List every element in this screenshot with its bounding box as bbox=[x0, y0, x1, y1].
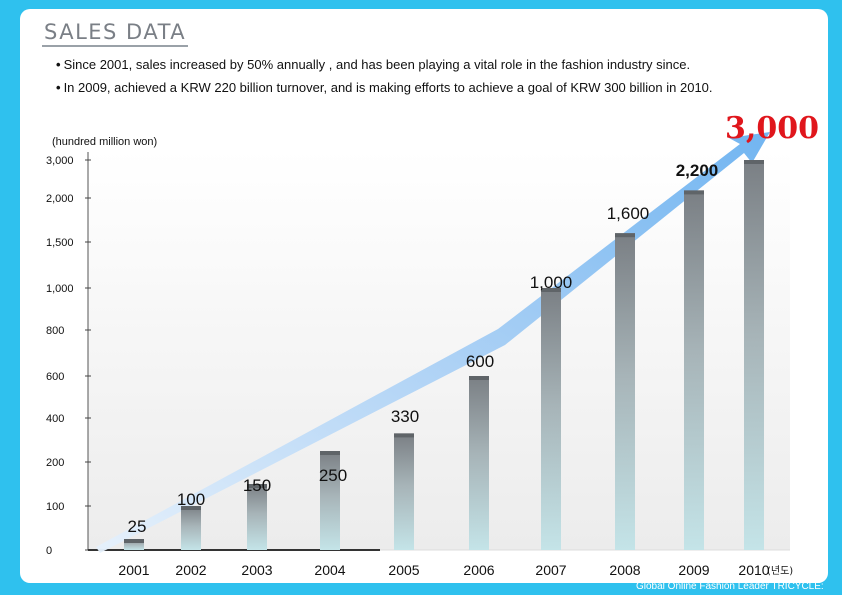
value-label-2002: 100 bbox=[177, 490, 205, 509]
y-tick-label: 400 bbox=[46, 413, 64, 425]
bar-2001 bbox=[124, 539, 144, 550]
value-label-2005: 330 bbox=[391, 407, 419, 426]
bar-cap bbox=[124, 539, 144, 543]
bullet-marker: • bbox=[56, 57, 61, 72]
x-tick-label: 2004 bbox=[314, 562, 345, 578]
bullet-1-text: Since 2001, sales increased by 50% annua… bbox=[63, 57, 691, 72]
bar-2007 bbox=[541, 288, 561, 550]
x-tick-label: 2003 bbox=[241, 562, 272, 578]
value-label-2010: 3,000 bbox=[725, 111, 819, 146]
x-unit-suffix: (년도) bbox=[767, 565, 793, 577]
x-tick-label: 2001 bbox=[118, 562, 149, 578]
x-tick-label: 2009 bbox=[678, 562, 709, 578]
bar-cap bbox=[684, 190, 704, 195]
x-tick-label: 2005 bbox=[388, 562, 419, 578]
x-tick-label: 2010 bbox=[738, 562, 769, 578]
y-tick-label: 800 bbox=[46, 325, 64, 337]
x-tick-label: 2002 bbox=[175, 562, 206, 578]
value-label-2009: 2,200 bbox=[676, 161, 719, 180]
bar-cap bbox=[247, 484, 267, 488]
bullet-marker: • bbox=[56, 80, 61, 95]
y-tick-label: 1,000 bbox=[46, 283, 74, 295]
value-label-2001: 25 bbox=[128, 517, 147, 536]
bar-2009 bbox=[684, 190, 704, 550]
x-tick-label: 2008 bbox=[609, 562, 640, 578]
x-tick-label: 2007 bbox=[535, 562, 566, 578]
bullet-text-2: • In 2009, achieved a KRW 220 billion tur… bbox=[56, 80, 713, 95]
bar-2006 bbox=[469, 376, 489, 550]
title-underline bbox=[42, 45, 188, 47]
bar-2008 bbox=[615, 233, 635, 550]
plot-background bbox=[88, 150, 790, 550]
value-label-2004: 250 bbox=[319, 466, 347, 485]
value-label-2007: 1,000 bbox=[530, 273, 573, 292]
y-tick-label: 1,500 bbox=[46, 237, 74, 249]
bar-2002 bbox=[181, 506, 201, 550]
value-label-2006: 600 bbox=[466, 352, 494, 371]
x-tick-label: 2006 bbox=[463, 562, 494, 578]
bullet-2-text: In 2009, achieved a KRW 220 billion turn… bbox=[63, 80, 713, 95]
bar-2010 bbox=[744, 160, 764, 550]
value-label-2008: 1,600 bbox=[607, 204, 650, 223]
y-tick-label: 600 bbox=[46, 371, 64, 383]
footer-tagline: Global Online Fashion Leader TRICYCLE: bbox=[636, 581, 824, 592]
bar-cap bbox=[181, 506, 201, 510]
bar-cap bbox=[394, 433, 414, 438]
bar-2004 bbox=[320, 451, 340, 550]
value-label-2003: 150 bbox=[243, 476, 271, 495]
bar-cap bbox=[744, 160, 764, 164]
y-tick-label: 3,000 bbox=[46, 155, 74, 167]
bar-cap bbox=[541, 288, 561, 292]
bullet-text-1: • Since 2001, sales increased by 50% annu… bbox=[56, 57, 690, 72]
trend-arrow bbox=[96, 132, 770, 553]
page-title: SALES DATA bbox=[44, 20, 187, 44]
y-axis-unit-label: (hundred million won) bbox=[52, 136, 158, 148]
y-tick-label: 200 bbox=[46, 457, 64, 469]
y-tick-label: 2,000 bbox=[46, 193, 74, 205]
bar-cap bbox=[615, 233, 635, 238]
y-tick-label: 100 bbox=[46, 501, 64, 513]
bar-2003 bbox=[247, 484, 267, 550]
y-tick-label: 0 bbox=[46, 545, 52, 557]
bar-cap bbox=[320, 451, 340, 455]
bar-2005 bbox=[394, 433, 414, 550]
bar-cap bbox=[469, 376, 489, 380]
